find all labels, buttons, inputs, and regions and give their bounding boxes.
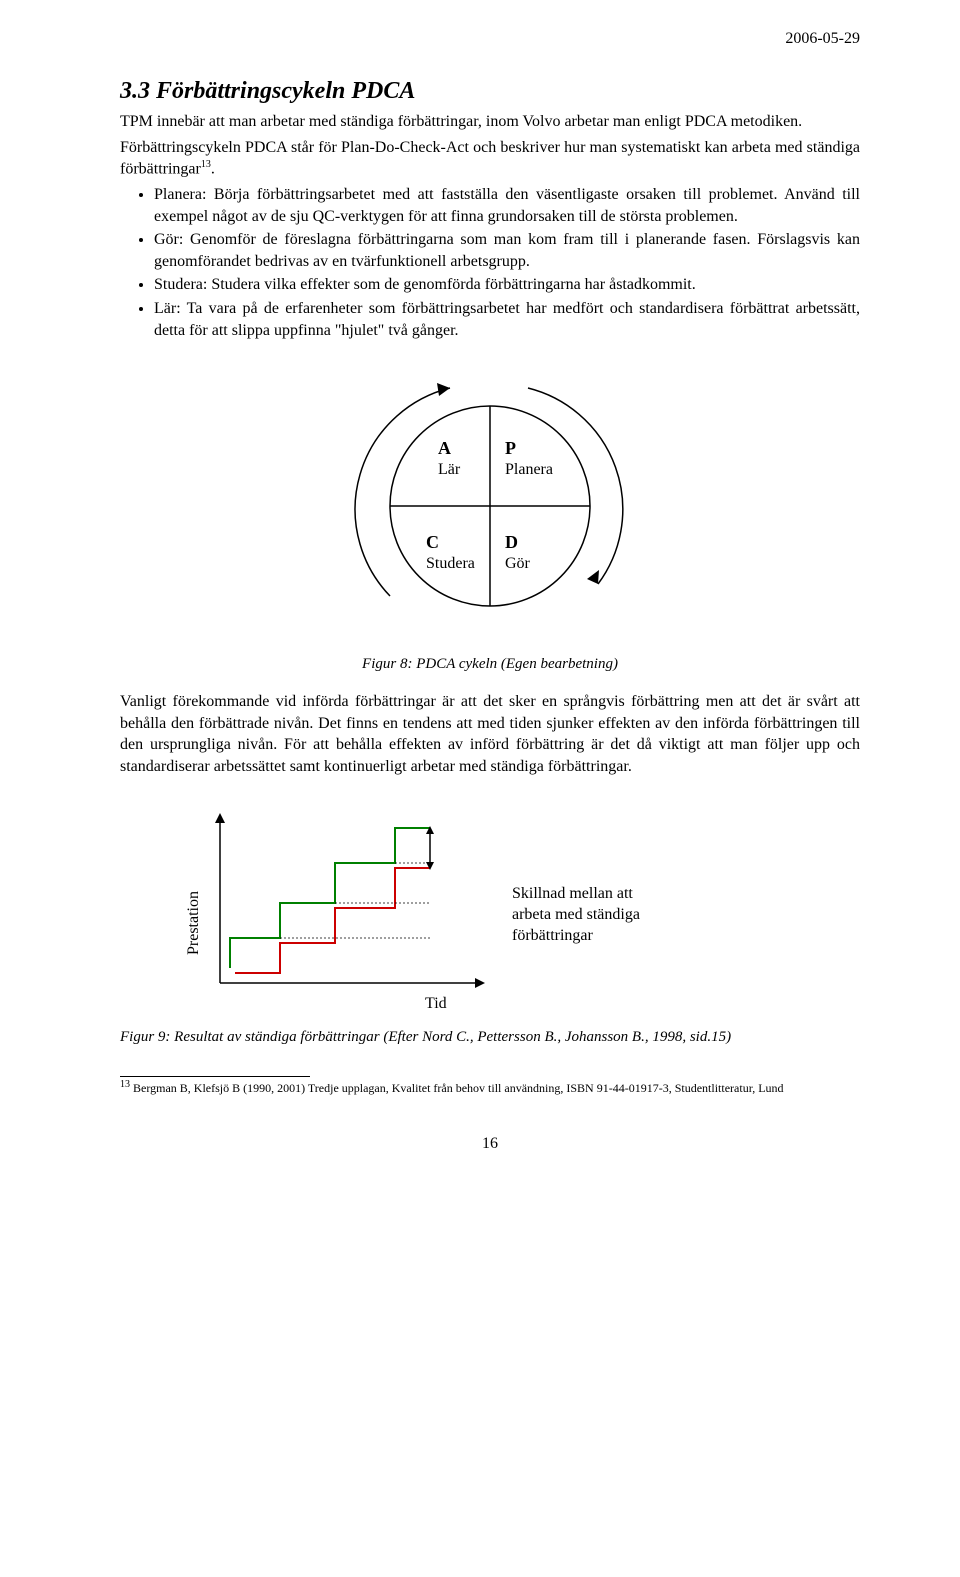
pdca-diagram: A Lär P Planera C Studera D Gör	[340, 366, 640, 646]
bullet-studera: Studera: Studera vilka effekter som de g…	[154, 274, 860, 296]
page-number: 16	[120, 1135, 860, 1153]
step-chart: Prestation Tid	[180, 808, 500, 1023]
fig9-note: Skillnad mellan att arbeta med ständiga …	[512, 884, 672, 946]
pdca-A-word: Lär	[438, 461, 461, 478]
figure-8-caption: Figur 8: PDCA cykeln (Egen bearbetning)	[120, 656, 860, 673]
intro-2a: Förbättringscykeln PDCA står för Plan-Do…	[120, 139, 860, 178]
pdca-D-word: Gör	[505, 555, 531, 572]
footnote-text: Bergman B, Klefsjö B (1990, 2001) Tredje…	[130, 1081, 784, 1095]
bullet-list: Planera: Börja förbättringsarbetet med a…	[120, 184, 860, 341]
page: 2006-05-29 3.3 Förbättringscykeln PDCA T…	[0, 0, 960, 1193]
pdca-D-letter: D	[505, 532, 518, 552]
intro-paragraph-2: Förbättringscykeln PDCA står för Plan-Do…	[120, 137, 860, 181]
bullet-planera: Planera: Börja förbättringsarbetet med a…	[154, 184, 860, 227]
pdca-A-letter: A	[438, 438, 451, 458]
footnote-num: 13	[120, 1079, 130, 1090]
header-date: 2006-05-29	[120, 30, 860, 48]
pdca-C-word: Studera	[426, 555, 475, 572]
figure-9: Prestation Tid Skillnad mellan att arbet…	[180, 808, 860, 1023]
fig9-xlabel: Tid	[425, 995, 447, 1012]
pdca-P-word: Planera	[505, 461, 553, 478]
footnote-rule	[120, 1076, 310, 1077]
pdca-P-letter: P	[505, 438, 516, 458]
bullet-gor: Gör: Genomför de föreslagna förbättringa…	[154, 229, 860, 272]
intro-2b: .	[211, 161, 215, 178]
footnote-13: 13 Bergman B, Klefsjö B (1990, 2001) Tre…	[120, 1079, 860, 1095]
bullet-lar: Lär: Ta vara på de erfarenheter som förb…	[154, 298, 860, 341]
intro-paragraph-1: TPM innebär att man arbetar med ständiga…	[120, 111, 860, 133]
section-heading: 3.3 Förbättringscykeln PDCA	[120, 78, 860, 105]
footnote-ref-13: 13	[201, 159, 211, 170]
figure-8: A Lär P Planera C Studera D Gör	[120, 366, 860, 646]
fig9-ylabel: Prestation	[185, 891, 202, 955]
paragraph-2: Vanligt förekommande vid införda förbätt…	[120, 691, 860, 777]
figure-9-caption: Figur 9: Resultat av ständiga förbättrin…	[120, 1029, 860, 1046]
pdca-C-letter: C	[426, 532, 439, 552]
